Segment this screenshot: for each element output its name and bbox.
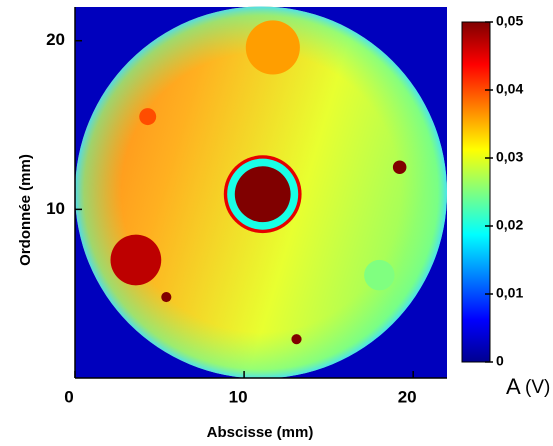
y-tick-label: 20 [46, 30, 65, 49]
colorbar-unit: (V) [525, 377, 550, 398]
colorbar-tick-label: 0,03 [496, 149, 523, 165]
x-axis-title: Abscisse (mm) [207, 424, 314, 441]
x-tick-label: 20 [398, 387, 417, 406]
spot [364, 259, 395, 291]
spot [245, 20, 300, 75]
spot [291, 334, 302, 345]
colorbar-label: A [506, 374, 521, 399]
colorbar-tick-label: 0,02 [496, 217, 523, 233]
x-tick-label: 0 [64, 387, 73, 406]
colorbar [461, 21, 491, 363]
colorbar-tick-label: 0,01 [496, 285, 523, 301]
colorbar-tick-label: 0 [496, 353, 504, 369]
spot [161, 291, 172, 303]
spot [110, 234, 162, 286]
spot [392, 160, 407, 174]
y-axis-title: Ordonnée (mm) [17, 154, 34, 266]
spot [139, 108, 157, 126]
spot [234, 166, 291, 223]
y-tick-label: 10 [46, 199, 65, 218]
x-tick-label: 10 [229, 387, 248, 406]
colorbar-tick-label: 0,05 [496, 13, 523, 29]
colorbar-tick-label: 0,04 [496, 81, 523, 97]
